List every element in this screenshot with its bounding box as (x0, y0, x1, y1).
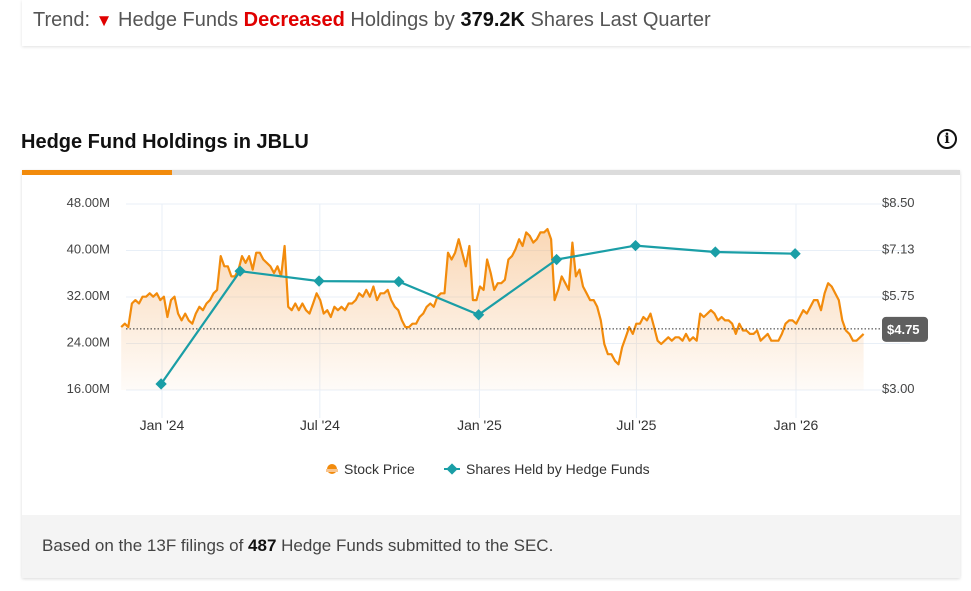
stock-price-area (121, 229, 864, 390)
chart-tab-bar (22, 170, 960, 175)
y-right-tick-label: $7.13 (882, 242, 915, 257)
chart-card: 48.00M 40.00M 32.00M 24.00M 16.00M $8.50 $7.1… (22, 170, 960, 578)
legend-item-stock-price[interactable]: Stock Price (326, 461, 415, 477)
y-left-tick-label: 32.00M (67, 288, 110, 303)
shares-held-point[interactable] (393, 275, 405, 288)
shares-held-point[interactable] (313, 275, 325, 287)
hedge-fund-count: 487 (248, 536, 277, 555)
trend-text-2: Holdings by (350, 9, 455, 31)
shares-legend-icon (446, 463, 458, 475)
holdings-chart: 48.00M 40.00M 32.00M 24.00M 16.00M $8.50 $7.1… (67, 195, 928, 477)
x-tick-label: Jan '25 (457, 417, 502, 433)
trend-amount: 379.2K (460, 9, 525, 31)
footer-text: Based on the 13F filings of 487 Hedge Fu… (42, 536, 553, 556)
trend-text-3: Shares Last Quarter (530, 9, 711, 31)
chart-tab-active-indicator[interactable] (22, 170, 172, 175)
x-tick-label: Jul '25 (616, 417, 656, 433)
stock-price-line (120, 228, 865, 366)
trend-text-1: Hedge Funds (118, 9, 239, 31)
info-icon[interactable]: i (937, 129, 957, 149)
legend-shares: Shares Held by Hedge Funds (466, 461, 650, 477)
trend-banner: Trend: ▼ Hedge Funds Decreased Holdings … (22, 0, 971, 46)
y-left-tick-label: 24.00M (67, 335, 110, 350)
y-right-tick-label: $5.75 (882, 288, 915, 303)
shares-held-point[interactable] (789, 248, 801, 260)
current-price-label: $4.75 (887, 322, 920, 337)
y-left-tick-label: 40.00M (67, 242, 110, 257)
footer-text-2: Hedge Funds submitted to the SEC. (281, 536, 554, 555)
x-tick-label: Jan '24 (140, 417, 185, 433)
x-tick-label: Jan '26 (774, 417, 819, 433)
y-left-tick-label: 16.00M (67, 381, 110, 396)
trend-prefix: Trend: (33, 9, 91, 31)
y-axis-left: 48.00M 40.00M 32.00M 24.00M 16.00M (67, 195, 110, 396)
shares-held-point[interactable] (709, 246, 721, 258)
y-axis-right: $8.50 $7.13 $5.75 $3.00 (882, 195, 915, 396)
current-price-badge: $4.75 (882, 316, 928, 342)
legend-stock-price: Stock Price (344, 461, 415, 477)
y-right-tick-label: $3.00 (882, 381, 915, 396)
chart-footer: Based on the 13F filings of 487 Hedge Fu… (22, 515, 960, 578)
down-arrow-icon: ▼ (95, 11, 113, 30)
stock-price-legend-swatch (326, 469, 338, 472)
shares-held-point[interactable] (629, 239, 642, 252)
shares-held-point[interactable] (472, 309, 485, 321)
y-left-tick-label: 48.00M (67, 195, 110, 210)
section-title: Hedge Fund Holdings in JBLU (21, 131, 309, 153)
chart-legend: Stock Price Shares Held by Hedge Funds (326, 461, 650, 477)
trend-text: Trend: ▼ Hedge Funds Decreased Holdings … (33, 9, 711, 32)
legend-item-shares[interactable]: Shares Held by Hedge Funds (444, 461, 650, 477)
trend-direction: Decreased (243, 9, 345, 31)
y-right-tick-label: $8.50 (882, 195, 915, 210)
x-axis: Jan '24 Jul '24 Jan '25 Jul '25 Jan '26 (140, 417, 819, 433)
footer-text-1: Based on the 13F filings of (42, 536, 244, 555)
x-tick-label: Jul '24 (300, 417, 340, 433)
